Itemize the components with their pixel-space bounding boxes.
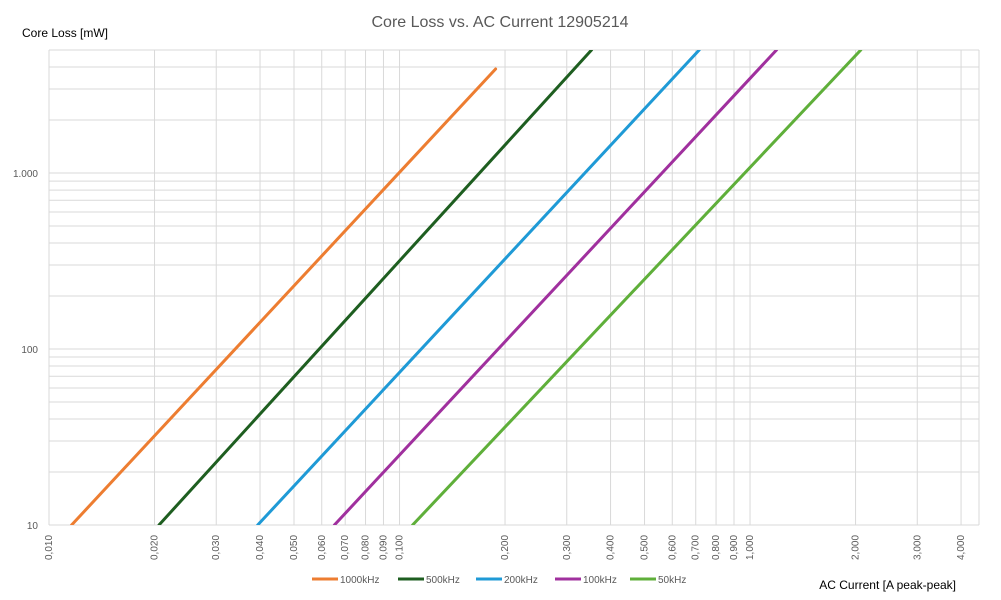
y-tick-labels: 10 100 1.000 xyxy=(13,169,38,532)
x-tick-label: 2,000 xyxy=(851,535,862,560)
x-tick-label: 0,060 xyxy=(317,535,328,560)
x-tick-label: 0,080 xyxy=(361,535,372,560)
x-tick-label: 0,040 xyxy=(255,535,266,560)
x-tick-label: 0,500 xyxy=(640,535,651,560)
series-line-100khz xyxy=(332,50,778,525)
series-line-200khz xyxy=(256,50,701,525)
x-tick-label: 0,600 xyxy=(667,535,678,560)
x-tick-label: 0,050 xyxy=(289,535,300,560)
series-line-50khz xyxy=(411,50,863,525)
x-tick-label: 0,300 xyxy=(562,535,573,560)
x-tick-label: 4,000 xyxy=(956,535,967,560)
series-line-1000khz xyxy=(70,67,498,525)
chart-title: Core Loss vs. AC Current 12905214 xyxy=(371,14,628,31)
x-tick-label: 0,100 xyxy=(395,535,406,560)
legend-label: 50kHz xyxy=(658,575,686,586)
series-lines xyxy=(70,50,863,525)
grid xyxy=(48,49,980,526)
x-tick-labels: 0,010 0,020 0,030 0,040 0,050 0,060 0,070 0,080… xyxy=(44,535,967,560)
x-tick-label: 0,090 xyxy=(378,535,389,560)
legend-label: 500kHz xyxy=(426,575,460,586)
x-tick-label: 0,400 xyxy=(606,535,617,560)
x-tick-label: 0,200 xyxy=(500,535,511,560)
x-tick-label: 0,900 xyxy=(729,535,740,560)
y-tick-label: 1.000 xyxy=(13,169,38,180)
x-tick-label: 3,000 xyxy=(912,535,923,560)
y-axis-title: Core Loss [mW] xyxy=(22,26,108,40)
x-tick-label: 0,030 xyxy=(211,535,222,560)
y-tick-label: 10 xyxy=(27,521,39,532)
x-tick-label: 0,010 xyxy=(44,535,55,560)
x-tick-label: 0,700 xyxy=(691,535,702,560)
x-tick-label: 0,800 xyxy=(711,535,722,560)
y-tick-label: 100 xyxy=(21,345,38,356)
legend: 1000kHz 500kHz 200kHz 100kHz 50kHz xyxy=(312,575,686,586)
legend-label: 1000kHz xyxy=(340,575,379,586)
x-axis-title: AC Current [A peak-peak] xyxy=(819,578,956,592)
series-line-500khz xyxy=(157,50,593,525)
legend-label: 200kHz xyxy=(504,575,538,586)
legend-label: 100kHz xyxy=(583,575,617,586)
x-tick-label: 1,000 xyxy=(745,535,756,560)
x-tick-label: 0,020 xyxy=(150,535,161,560)
x-tick-label: 0,070 xyxy=(340,535,351,560)
